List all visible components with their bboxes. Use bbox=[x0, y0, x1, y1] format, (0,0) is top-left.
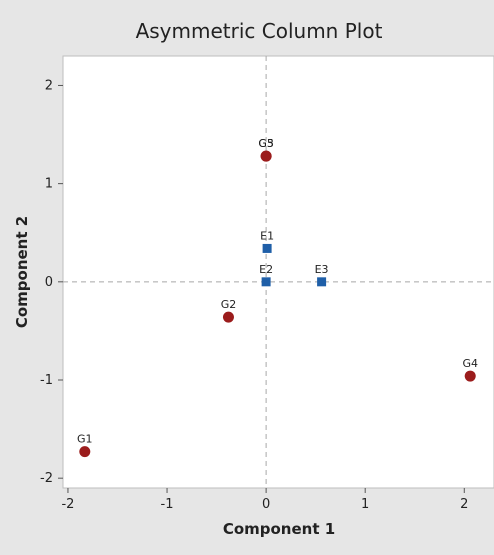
y-axis-title: Component 2 bbox=[13, 216, 31, 328]
point-g1 bbox=[79, 446, 91, 458]
y-tick-label: 1 bbox=[45, 177, 53, 192]
point-label-g5: G5 bbox=[258, 137, 274, 150]
point-g5 bbox=[260, 150, 272, 162]
x-axis: -2 -1 0 1 2 bbox=[61, 488, 468, 512]
chart-title: Asymmetric Column Plot bbox=[136, 19, 383, 43]
plot-area bbox=[62, 55, 494, 489]
y-tick-label: 2 bbox=[45, 78, 53, 93]
x-tick-label: -1 bbox=[161, 497, 174, 512]
point-e2 bbox=[261, 277, 271, 287]
point-g4 bbox=[464, 370, 476, 382]
x-tick-label: 1 bbox=[361, 497, 369, 512]
reference-lines bbox=[63, 56, 494, 488]
y-axis: -2 -1 0 1 2 bbox=[40, 78, 63, 486]
y-tick-label: -2 bbox=[40, 471, 53, 486]
point-label-g3: G3 bbox=[258, 137, 274, 150]
point-e1 bbox=[262, 243, 272, 253]
point-label-e2: E2 bbox=[259, 263, 273, 276]
point-label-e1: E1 bbox=[260, 229, 274, 242]
y-tick-label: -1 bbox=[40, 373, 53, 388]
x-axis-title: Component 1 bbox=[223, 520, 335, 538]
point-label-g1: G1 bbox=[77, 433, 93, 446]
point-label-e3: E3 bbox=[315, 263, 329, 276]
point-e3 bbox=[317, 277, 327, 287]
x-tick-label: 2 bbox=[460, 497, 468, 512]
point-label-g4: G4 bbox=[462, 357, 478, 370]
data-points: G1 G2 G3 G4 G5 E1 E2 E3 bbox=[77, 137, 478, 458]
x-tick-label: 0 bbox=[262, 497, 270, 512]
point-g2 bbox=[222, 311, 234, 323]
point-label-g2: G2 bbox=[221, 298, 237, 311]
y-tick-label: 0 bbox=[45, 275, 53, 290]
x-tick-label: -2 bbox=[61, 497, 74, 512]
